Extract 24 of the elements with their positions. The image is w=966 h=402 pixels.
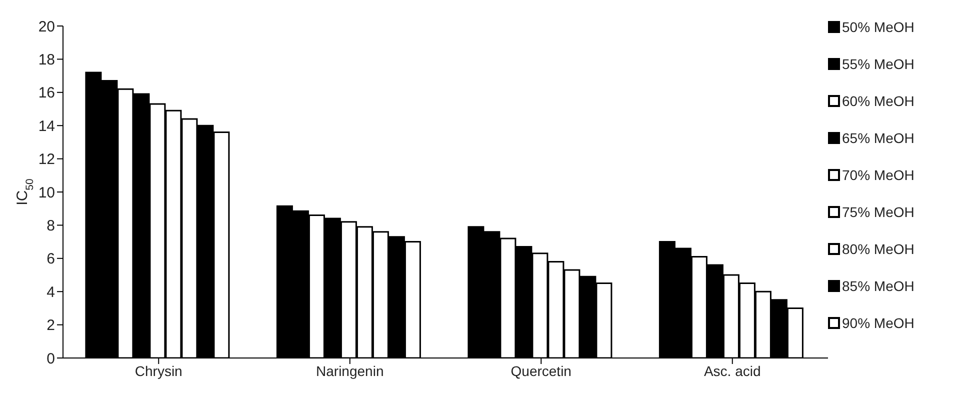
legend-label: 90% MeOH xyxy=(842,314,914,330)
x-tick-label: Naringenin xyxy=(316,362,384,379)
x-tick-label: Asc. acid xyxy=(704,362,761,379)
legend-label: 65% MeOH xyxy=(842,130,914,146)
legend-label: 60% MeOH xyxy=(842,92,914,108)
y-tick-label: 14 xyxy=(38,118,55,135)
legend-label: 75% MeOH xyxy=(842,204,914,220)
y-tick-label: 10 xyxy=(38,184,55,202)
y-tick-label: 0 xyxy=(46,350,55,368)
y-tick-label: 20 xyxy=(38,18,55,36)
legend-label: 70% MeOH xyxy=(842,166,914,182)
x-tick-label: Chrysin xyxy=(134,362,182,379)
legend-label: 80% MeOH xyxy=(842,240,914,256)
legend-label: 50% MeOH xyxy=(842,18,914,34)
y-tick-label: 4 xyxy=(46,284,55,301)
y-tick-label: 6 xyxy=(46,250,55,268)
x-tick-label: Quercetin xyxy=(510,362,572,379)
legend-label: 55% MeOH xyxy=(842,56,914,72)
y-tick-label: 16 xyxy=(38,84,55,102)
y-tick-label: 2 xyxy=(46,317,55,334)
y-tick-label: 12 xyxy=(38,151,55,168)
y-tick-label: 8 xyxy=(46,218,55,235)
legend-label: 85% MeOH xyxy=(842,278,914,294)
y-tick-label: 18 xyxy=(38,52,55,69)
